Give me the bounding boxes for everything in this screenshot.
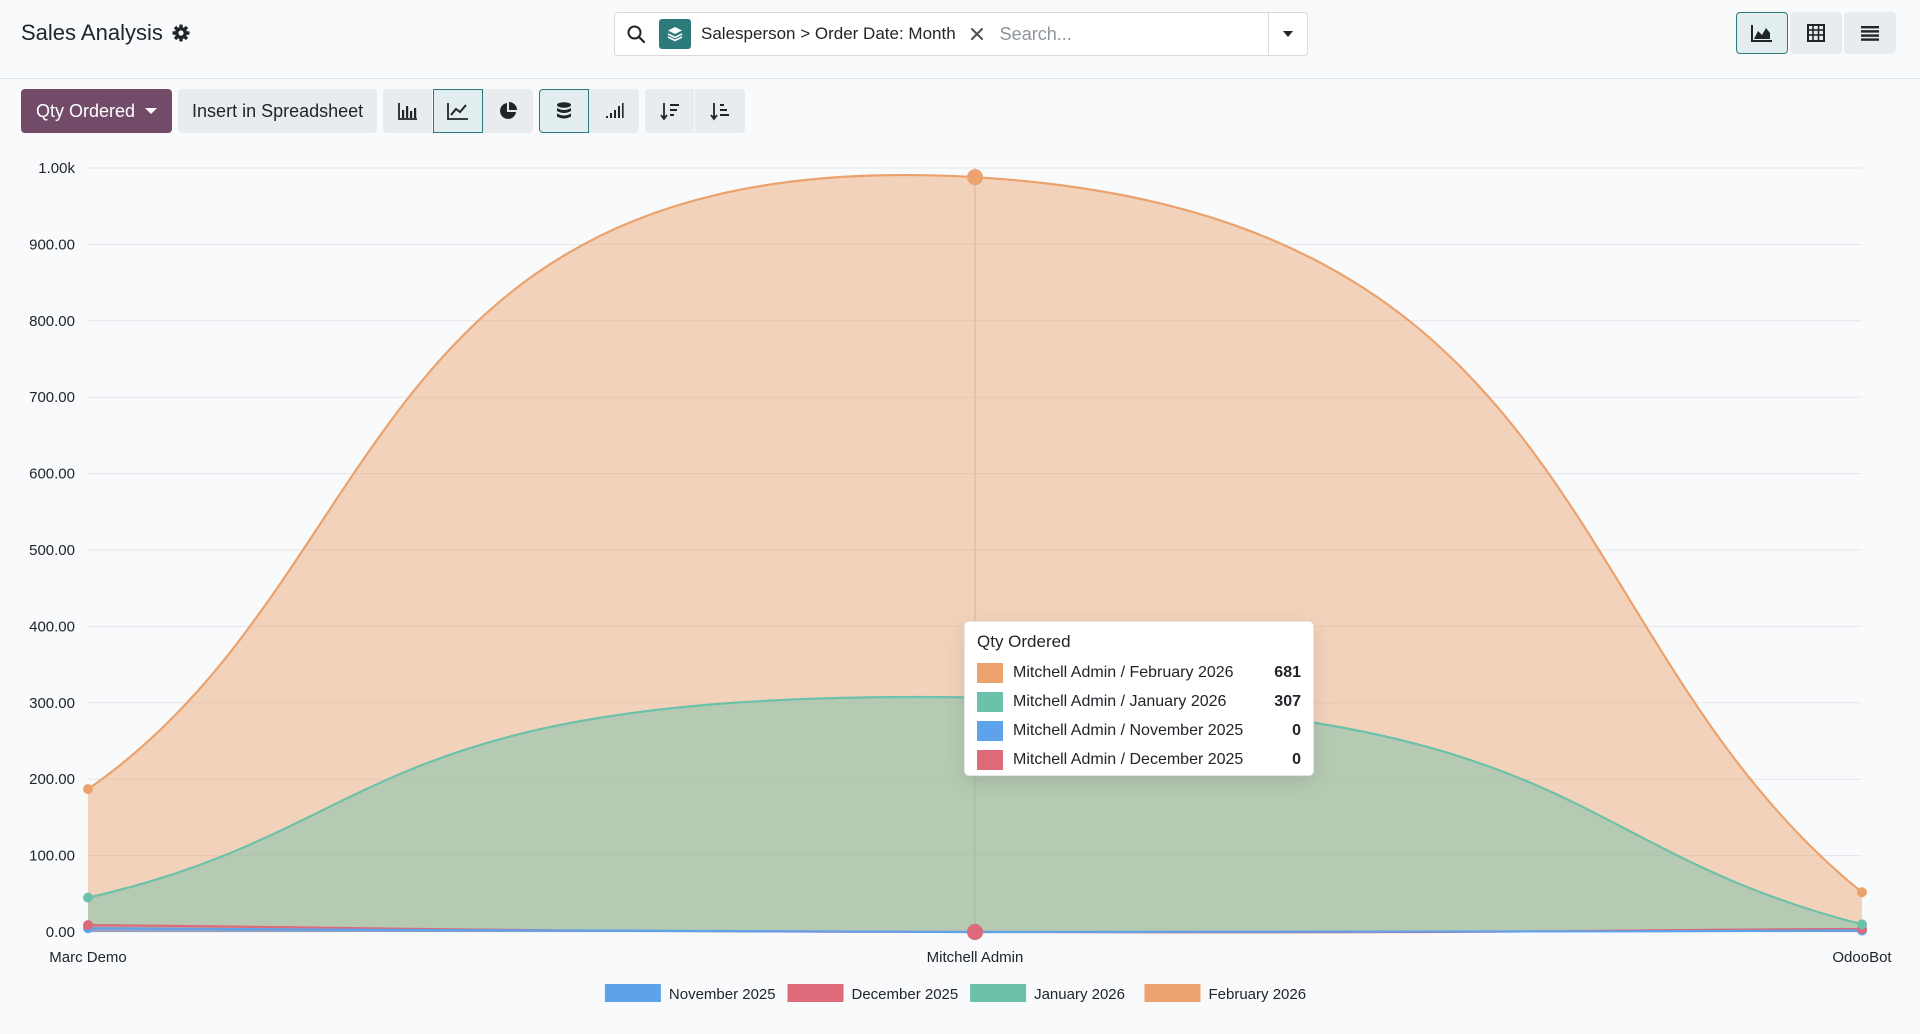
area-chart-icon [1751, 25, 1772, 42]
chart-type-group [383, 89, 534, 133]
search-input[interactable] [997, 22, 1268, 46]
sort-ascending-icon [710, 103, 730, 121]
pie-chart-icon [500, 102, 518, 119]
tooltip-row: Mitchell Admin / December 2025 0 [977, 745, 1301, 774]
tooltip-swatch [977, 720, 1003, 741]
data-point [1857, 919, 1867, 930]
data-point [83, 920, 93, 931]
y-tick-label: 300.00 [29, 695, 75, 712]
insert-in-spreadsheet-button[interactable]: Insert in Spreadsheet [178, 89, 378, 133]
stacked-area-chart: 0.00 100.00 200.00 300.00 400.00 500.00 600.00… [29, 160, 1892, 1003]
sort-ascending-button[interactable] [695, 89, 746, 133]
tooltip-row: Mitchell Admin / January 2026 307 [977, 687, 1301, 716]
sort-group [645, 89, 746, 133]
x-tick-label: Mitchell Admin [927, 949, 1024, 966]
tooltip-swatch [977, 691, 1003, 712]
data-point [83, 892, 93, 903]
y-tick-label: 1.00k [38, 160, 75, 177]
bar-chart-button[interactable] [383, 89, 434, 133]
database-icon [557, 102, 572, 119]
y-tick-label: 500.00 [29, 542, 75, 559]
insert-in-spreadsheet-label: Insert in Spreadsheet [192, 100, 364, 121]
search-options-toggle[interactable] [1268, 13, 1307, 55]
y-tick-label: 400.00 [29, 618, 75, 635]
signal-bars-icon [606, 103, 624, 118]
series-area [88, 697, 1862, 932]
legend-label: February 2026 [1209, 986, 1307, 1003]
legend-label: November 2025 [669, 986, 776, 1003]
bar-chart-icon [397, 103, 417, 120]
layers-icon [659, 19, 691, 49]
y-tick-label: 0.00 [46, 924, 75, 941]
y-tick-label: 600.00 [29, 466, 75, 483]
search-bar: Salesperson > Order Date: Month [614, 12, 1308, 56]
gear-icon[interactable] [171, 23, 191, 43]
y-tick-label: 700.00 [29, 389, 75, 406]
view-switcher [1736, 12, 1896, 54]
pivot-view-button[interactable] [1790, 12, 1842, 54]
line-chart-icon [447, 103, 469, 120]
tooltip-row-label: Mitchell Admin / November 2025 [1013, 721, 1244, 739]
caret-down-icon [145, 108, 158, 114]
chevron-down-icon [1283, 31, 1293, 37]
chart-tooltip: Qty Ordered Mitchell Admin / February 20… [964, 621, 1314, 776]
control-panel: Sales Analysis [0, 0, 1920, 79]
tooltip-row-value: 0 [1292, 721, 1301, 739]
list-view-button[interactable] [1844, 12, 1896, 54]
legend-swatch [1144, 984, 1201, 1002]
data-point [1857, 887, 1867, 898]
list-icon [1861, 26, 1879, 41]
sort-descending-icon [659, 103, 679, 121]
data-point [967, 924, 983, 940]
page-title: Sales Analysis [21, 20, 191, 46]
legend-label: January 2026 [1034, 986, 1125, 1003]
legend-swatch [604, 984, 661, 1002]
search-icon[interactable] [615, 13, 657, 55]
close-icon[interactable] [966, 23, 988, 45]
table-icon [1807, 24, 1825, 42]
tooltip-row-value: 681 [1274, 663, 1301, 681]
y-tick-label: 200.00 [29, 771, 75, 788]
pie-chart-button[interactable] [483, 89, 534, 133]
y-tick-label: 800.00 [29, 313, 75, 330]
search-facet: Salesperson > Order Date: Month [659, 19, 988, 49]
tooltip-title: Qty Ordered [977, 632, 1071, 651]
x-tick-label: Marc Demo [49, 949, 127, 966]
cumulative-toggle-button[interactable] [589, 89, 640, 133]
tooltip-swatch [977, 662, 1003, 683]
tooltip-row: Mitchell Admin / November 2025 0 [977, 716, 1301, 745]
facet-label: Salesperson > Order Date: Month [701, 24, 956, 43]
legend-swatch [970, 984, 1027, 1002]
page-title-text: Sales Analysis [21, 20, 163, 45]
tooltip-row-value: 0 [1292, 750, 1301, 768]
y-tick-label: 900.00 [29, 236, 75, 253]
tooltip-row-value: 307 [1274, 692, 1301, 710]
y-tick-label: 100.00 [29, 848, 75, 865]
stacked-toggle-button[interactable] [539, 89, 590, 133]
tooltip-row: Mitchell Admin / February 2026 681 [977, 658, 1301, 687]
line-chart-button[interactable] [433, 89, 484, 133]
legend-swatch [787, 984, 844, 1002]
graph-toolbar: Qty Ordered Insert in Spreadsheet [21, 89, 751, 133]
x-tick-label: OdooBot [1832, 949, 1892, 966]
tooltip-row-label: Mitchell Admin / February 2026 [1013, 663, 1234, 681]
sort-descending-button[interactable] [645, 89, 696, 133]
measure-dropdown[interactable]: Qty Ordered [21, 89, 173, 133]
tooltip-swatch [977, 749, 1003, 770]
legend-label: December 2025 [852, 986, 959, 1003]
tooltip-row-label: Mitchell Admin / January 2026 [1013, 692, 1227, 710]
measure-label: Qty Ordered [36, 100, 136, 121]
graph-view-button[interactable] [1736, 12, 1788, 54]
data-point [967, 169, 983, 186]
series-area [88, 175, 1862, 932]
tooltip-row-label: Mitchell Admin / December 2025 [1013, 750, 1244, 768]
stack-mode-group [539, 89, 640, 133]
data-point [83, 784, 93, 795]
